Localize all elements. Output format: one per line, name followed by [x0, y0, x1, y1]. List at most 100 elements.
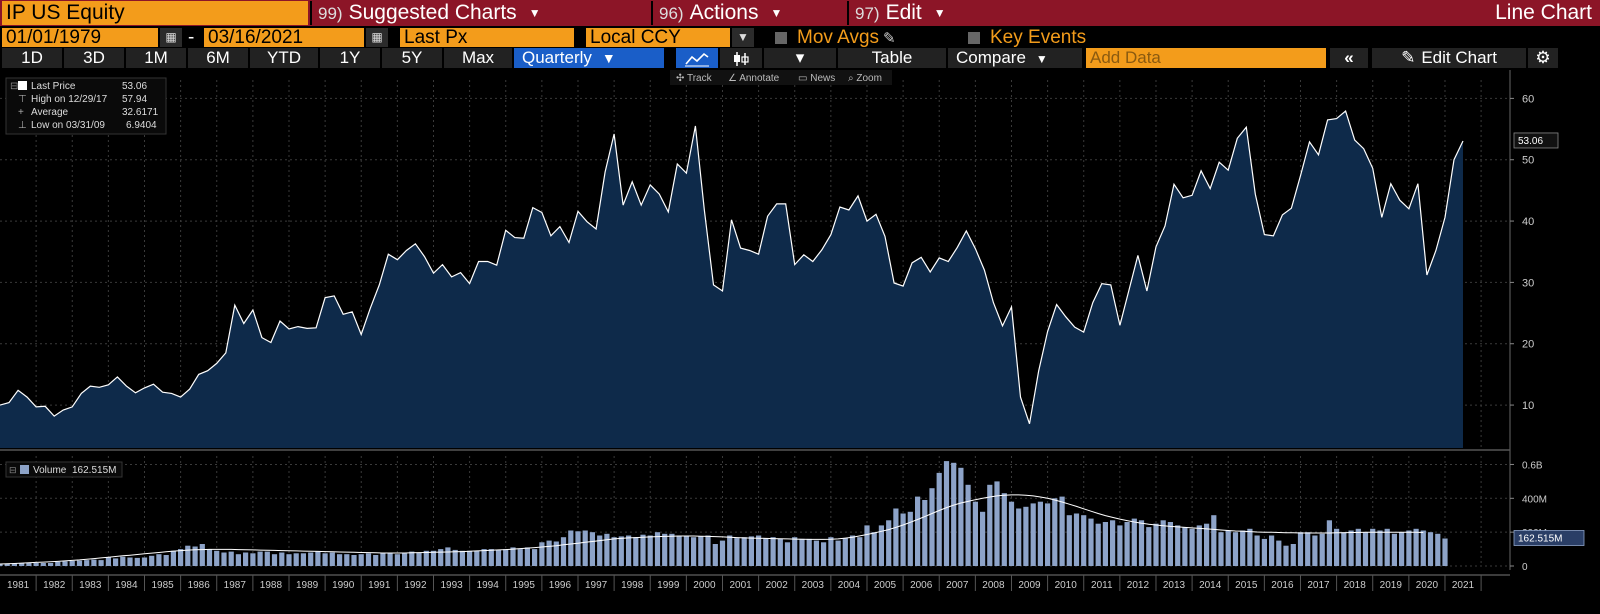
- chevron-down-icon[interactable]: ▾: [764, 48, 836, 68]
- calendar-icon[interactable]: ▦: [160, 28, 182, 47]
- ticker-field[interactable]: IP US Equity: [2, 1, 308, 25]
- price-line: [0, 109, 1464, 424]
- volume-bar: [929, 488, 935, 566]
- volume-bar: [1254, 535, 1260, 566]
- volume-bar: [849, 535, 856, 566]
- volume-bar: [495, 549, 502, 566]
- x-tick-label: 1997: [585, 580, 608, 591]
- edit-chart-button[interactable]: ✎ Edit Chart: [1372, 48, 1526, 68]
- volume-bar: [705, 535, 711, 566]
- volume-axis: 0.6B400M200M0162.515M: [1510, 460, 1585, 573]
- start-date-field[interactable]: 01/01/1979: [2, 28, 158, 47]
- volume-bar: [185, 545, 191, 566]
- period-button-3d[interactable]: 3D: [64, 48, 124, 68]
- end-date-field[interactable]: 03/16/2021: [204, 28, 364, 47]
- volume-bar: [243, 552, 249, 566]
- volume-bar: [69, 560, 75, 566]
- price-tick-label: 60: [1522, 93, 1534, 105]
- chevron-down-icon[interactable]: ▼: [732, 28, 754, 47]
- volume-bar: [503, 549, 509, 566]
- key-events-toggle[interactable]: Key Events: [968, 28, 1148, 47]
- track-tool[interactable]: ✣ Track: [676, 73, 713, 84]
- volume-bar: [654, 532, 661, 566]
- x-tick-label: 2005: [874, 580, 897, 591]
- volume-bar: [972, 501, 978, 566]
- volume-bar: [1297, 532, 1304, 566]
- volume-bar: [691, 537, 697, 566]
- annotate-tool[interactable]: ∠ Annotate: [728, 73, 780, 84]
- actions-menu[interactable]: 96) Actions ▼: [651, 1, 846, 25]
- volume-bar: [351, 555, 357, 566]
- volume-bar: [1117, 525, 1123, 566]
- volume-bar: [488, 549, 494, 566]
- volume-bar: [98, 560, 104, 566]
- suggested-charts-menu[interactable]: 99) Suggested Charts ▼: [310, 1, 650, 25]
- volume-bar: [141, 557, 148, 566]
- volume-bar: [777, 538, 783, 566]
- volume-bar: [1110, 520, 1116, 566]
- frequency-selector[interactable]: Quarterly ▼: [514, 48, 664, 68]
- volume-bar: [1319, 533, 1325, 566]
- last-volume-tag: [1513, 530, 1585, 546]
- volume-bar: [279, 552, 285, 566]
- period-button-6m[interactable]: 6M: [188, 48, 248, 68]
- period-button-5y[interactable]: 5Y: [382, 48, 442, 68]
- edit-menu[interactable]: 97) Edit ▼: [847, 1, 992, 25]
- volume-bar: [618, 536, 624, 566]
- news-tool[interactable]: ▭ News: [798, 73, 835, 84]
- volume-bar: [546, 540, 552, 566]
- volume-bar: [358, 554, 364, 566]
- volume-bar: [430, 550, 437, 566]
- volume-bar: [33, 563, 39, 566]
- zoom-tool[interactable]: ⌕ Zoom: [848, 73, 882, 84]
- volume-bar: [127, 557, 133, 566]
- legend-last-price-value: 53.06: [122, 81, 147, 92]
- volume-bar: [1406, 530, 1412, 566]
- candlestick-icon[interactable]: [720, 48, 762, 68]
- add-data-input[interactable]: Add Data: [1086, 48, 1326, 68]
- field-selector[interactable]: Last Px: [400, 28, 574, 47]
- gear-icon[interactable]: ⚙: [1528, 48, 1558, 68]
- mov-avgs-toggle[interactable]: Mov Avgs ✎: [775, 28, 955, 47]
- volume-bar: [445, 547, 451, 566]
- x-tick-label: 2001: [729, 580, 752, 591]
- volume-bar: [459, 550, 465, 566]
- period-button-max[interactable]: Max: [444, 48, 512, 68]
- x-tick-label: 1998: [621, 580, 644, 591]
- volume-bar: [1427, 532, 1434, 566]
- volume-bar: [1124, 522, 1130, 566]
- volume-bar: [1362, 532, 1369, 566]
- volume-bar: [553, 541, 559, 566]
- volume-bar: [1420, 530, 1426, 566]
- volume-bar: [828, 537, 834, 566]
- volume-bar: [1269, 535, 1275, 566]
- period-button-1m[interactable]: 1M: [126, 48, 186, 68]
- volume-bar: [1261, 538, 1267, 566]
- table-button[interactable]: Table: [838, 48, 946, 68]
- volume-bar: [235, 554, 241, 566]
- x-tick-label: 2009: [1018, 580, 1041, 591]
- compare-menu[interactable]: Compare ▼: [948, 48, 1082, 68]
- volume-bar: [1211, 515, 1217, 566]
- period-button-ytd[interactable]: YTD: [250, 48, 318, 68]
- volume-bar: [900, 513, 906, 566]
- volume-bar: [416, 552, 422, 566]
- currency-selector[interactable]: Local CCY: [586, 28, 730, 47]
- volume-bar: [91, 559, 97, 566]
- volume-bar: [1196, 525, 1202, 566]
- volume-bar: [532, 549, 538, 566]
- volume-bar: [257, 551, 263, 566]
- volume-legend-collapse-icon[interactable]: ⊟: [9, 465, 17, 475]
- calendar-icon[interactable]: ▦: [366, 28, 388, 47]
- volume-bar: [394, 554, 400, 566]
- volume-bar: [799, 538, 805, 566]
- period-button-1d[interactable]: 1D: [2, 48, 62, 68]
- volume-bar: [438, 549, 444, 566]
- line-chart-icon[interactable]: [676, 48, 718, 68]
- collapse-left-icon[interactable]: «: [1330, 48, 1368, 68]
- period-button-1y[interactable]: 1Y: [320, 48, 380, 68]
- volume-bar: [163, 555, 169, 566]
- legend-collapse-icon[interactable]: ⊟: [10, 81, 18, 92]
- suggested-charts-label: Suggested Charts: [348, 1, 517, 24]
- x-tick-label: 1982: [43, 580, 66, 591]
